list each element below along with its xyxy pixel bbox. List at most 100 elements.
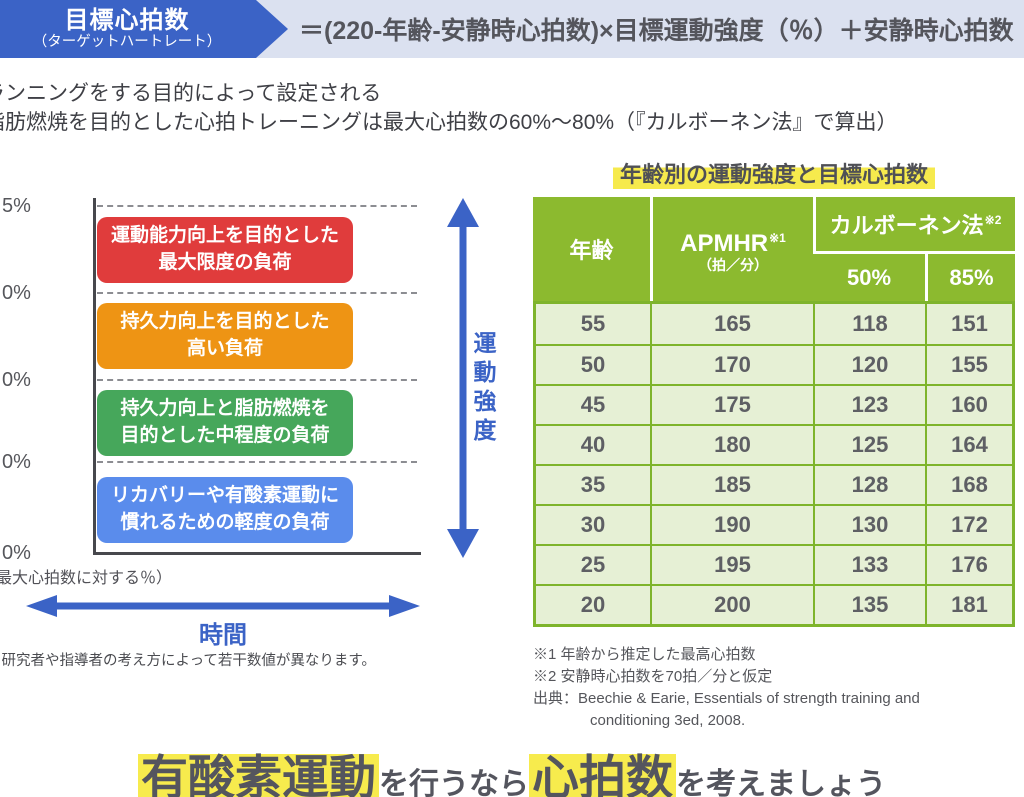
table-row: 45 175 123 160 bbox=[536, 384, 1012, 424]
apmhr-footnote-marker: ※1 bbox=[769, 230, 786, 245]
zone-label: 持久力向上と脂肪燃焼を bbox=[120, 398, 330, 420]
zone-label: 運動能力向上を目的とした bbox=[110, 225, 339, 247]
dashed-gridline bbox=[97, 461, 417, 463]
cell-50pct: 130 bbox=[813, 504, 925, 544]
apmhr-label: APMHR bbox=[680, 229, 769, 257]
karvonen-footnote-marker: ※2 bbox=[984, 213, 1002, 227]
cell-50pct: 123 bbox=[813, 384, 925, 424]
y-tick-label: 0% bbox=[2, 451, 31, 473]
footnote-2: ※2 安静時心拍数を70拍／分と仮定 bbox=[533, 668, 773, 685]
cell-85pct: 151 bbox=[925, 304, 1012, 344]
zone-label: 目的とした中程度の負荷 bbox=[120, 425, 330, 446]
header-cell-age: 年齢 bbox=[569, 238, 614, 263]
apmhr-unit: （拍／分） bbox=[698, 256, 768, 273]
dashed-gridline bbox=[97, 379, 417, 381]
table-row: 20 200 135 181 bbox=[536, 584, 1012, 624]
cell-50pct: 128 bbox=[813, 464, 925, 504]
footnote-1: ※1 年齢から推定した最高心拍数 bbox=[533, 646, 756, 663]
zone-label: リカバリーや有酸素運動に bbox=[110, 485, 339, 507]
heart-rate-table: 年齢 APMHR※1 （拍／分） カルボーネン法 ※2 50% 85% 55 16… bbox=[533, 197, 1015, 627]
cell-apmhr: 190 bbox=[650, 504, 813, 544]
badge-subtitle: （ターゲットハートレート） bbox=[32, 34, 222, 50]
cell-85pct: 160 bbox=[925, 384, 1012, 424]
cell-age: 25 bbox=[536, 544, 650, 584]
table-row: 30 190 130 172 bbox=[536, 504, 1012, 544]
cell-85pct: 155 bbox=[925, 344, 1012, 384]
x-axis-line bbox=[93, 552, 421, 555]
zone-box-light-load: リカバリーや有酸素運動に 慣れるための軽度の負荷 bbox=[97, 477, 353, 543]
table-row: 55 165 118 151 bbox=[536, 304, 1012, 344]
y-tick-label: 0% bbox=[2, 542, 31, 564]
cell-age: 55 bbox=[536, 304, 650, 344]
zone-box-high-load: 持久力向上を目的とした 高い負荷 bbox=[97, 303, 353, 369]
cell-85pct: 164 bbox=[925, 424, 1012, 464]
cell-85pct: 172 bbox=[925, 504, 1012, 544]
cell-age: 20 bbox=[536, 584, 650, 624]
zone-box-max-load: 運動能力向上を目的とした 最大限度の負荷 bbox=[97, 217, 353, 283]
header-cell-50pct: 50% bbox=[846, 264, 892, 290]
table-row: 40 180 125 164 bbox=[536, 424, 1012, 464]
cell-age: 45 bbox=[536, 384, 650, 424]
bottom-headline: 有酸素運動 を行うなら心拍数 を考えましょう bbox=[0, 751, 1024, 797]
time-double-arrow-icon bbox=[26, 593, 420, 624]
cell-age: 30 bbox=[536, 504, 650, 544]
intro-line-2: 脂肪燃焼を目的とした心拍トレーニングは最大心拍数の60%〜80%（『カルボーネン… bbox=[0, 111, 898, 134]
y-tick-label: 0% bbox=[2, 282, 31, 304]
badge-title: 目標心拍数 bbox=[64, 7, 190, 34]
zone-label: 高い負荷 bbox=[186, 338, 263, 359]
intensity-axis-title: 運動強度 bbox=[470, 331, 496, 447]
cell-age: 40 bbox=[536, 424, 650, 464]
cell-apmhr: 170 bbox=[650, 344, 813, 384]
source-line-1: 出典：Beechie & Earie, Essentials of streng… bbox=[533, 690, 920, 707]
cell-50pct: 133 bbox=[813, 544, 925, 584]
table-row: 50 170 120 155 bbox=[536, 344, 1012, 384]
table-title: 年齢別の運動強度と目標心拍数 bbox=[533, 157, 1015, 189]
table-header: 年齢 APMHR※1 （拍／分） カルボーネン法 ※2 50% 85% bbox=[533, 197, 1015, 301]
table-title-highlight: 年齢別の運動強度と目標心拍数 bbox=[612, 162, 935, 189]
dashed-gridline bbox=[97, 292, 417, 294]
time-axis-title: 時間 bbox=[199, 622, 247, 649]
zone-label: 持久力向上を目的とした bbox=[120, 311, 330, 333]
intro-line-1: ランニングをする目的によって設定される bbox=[0, 82, 382, 105]
cell-apmhr: 200 bbox=[650, 584, 813, 624]
zone-label: 最大限度の負荷 bbox=[158, 252, 292, 273]
zone-label: 慣れるための軽度の負荷 bbox=[120, 512, 330, 533]
karvonen-label: カルボーネン法 bbox=[829, 213, 984, 238]
cell-50pct: 135 bbox=[813, 584, 925, 624]
cell-apmhr: 180 bbox=[650, 424, 813, 464]
heart-rate-formula: ＝(220-年齢-安静時心拍数)×目標運動強度（％）＋安静時心拍数 bbox=[299, 17, 1014, 45]
target-heart-rate-badge: 目標心拍数 （ターゲットハートレート） bbox=[0, 0, 288, 58]
cell-50pct: 118 bbox=[813, 304, 925, 344]
cell-85pct: 176 bbox=[925, 544, 1012, 584]
table-footnotes: ※1 年齢から推定した最高心拍数 ※2 安静時心拍数を70拍／分と仮定 出典：B… bbox=[533, 644, 920, 732]
intensity-double-arrow-icon bbox=[445, 198, 481, 563]
source-line-2: conditioning 3ed, 2008. bbox=[590, 712, 746, 729]
y-tick-label: 0% bbox=[2, 369, 31, 391]
cell-age: 35 bbox=[536, 464, 650, 504]
cell-apmhr: 195 bbox=[650, 544, 813, 584]
cell-50pct: 125 bbox=[813, 424, 925, 464]
chart-note: ※研究者や指導者の考え方によって若干数値が異なります。 bbox=[0, 653, 376, 669]
cell-50pct: 120 bbox=[813, 344, 925, 384]
axis-caption: （最大心拍数に対する％） bbox=[0, 570, 173, 587]
dashed-gridline bbox=[97, 205, 417, 207]
headline-heart-rate-highlight: 心拍数 bbox=[529, 751, 676, 797]
cell-age: 50 bbox=[536, 344, 650, 384]
cell-apmhr: 165 bbox=[650, 304, 813, 344]
table-body: 55 165 118 151 50 170 120 155 45 175 123… bbox=[533, 301, 1015, 627]
headline-connector-1: を行うなら bbox=[379, 768, 529, 797]
cell-apmhr: 175 bbox=[650, 384, 813, 424]
y-tick-label: 5% bbox=[2, 195, 31, 217]
header-cell-karvonen: カルボーネン法 ※2 bbox=[813, 197, 1015, 254]
headline-connector-2: を考えましょう bbox=[676, 768, 886, 797]
cell-85pct: 181 bbox=[925, 584, 1012, 624]
y-axis-line bbox=[93, 198, 96, 555]
intro-text: ランニングをする目的によって設定される 脂肪燃焼を目的とした心拍トレーニングは最… bbox=[0, 79, 898, 137]
cell-85pct: 168 bbox=[925, 464, 1012, 504]
table-row: 35 185 128 168 bbox=[536, 464, 1012, 504]
header-cell-apmhr: APMHR※1 （拍／分） bbox=[650, 197, 813, 301]
cell-apmhr: 185 bbox=[650, 464, 813, 504]
zone-box-moderate-load: 持久力向上と脂肪燃焼を 目的とした中程度の負荷 bbox=[97, 390, 353, 456]
header-cell-85pct: 85% bbox=[925, 254, 1015, 301]
